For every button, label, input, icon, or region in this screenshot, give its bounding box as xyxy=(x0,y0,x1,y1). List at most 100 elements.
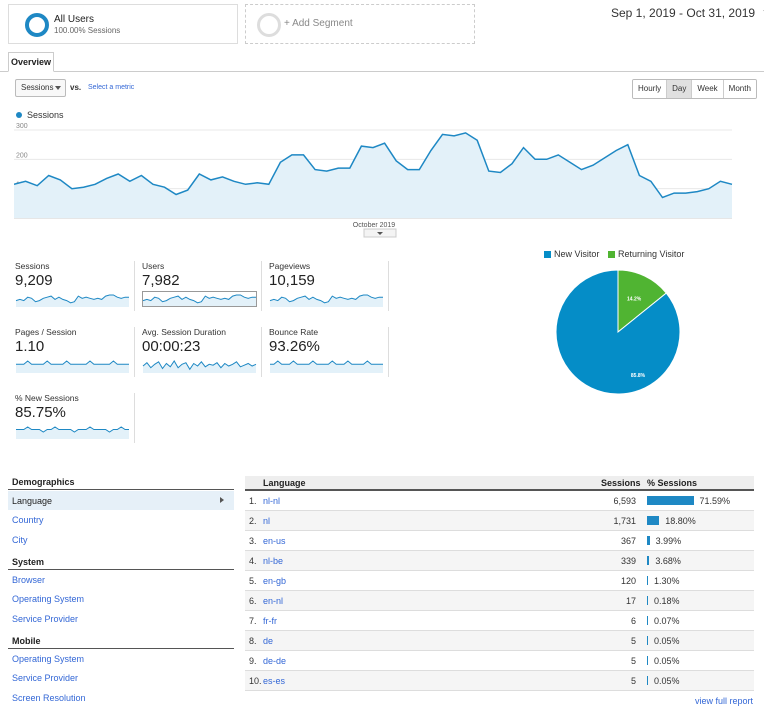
nav-item-service-provider[interactable]: Service Provider xyxy=(12,673,79,683)
pie-legend-new: New Visitor xyxy=(544,249,599,259)
caret-down-icon xyxy=(55,86,61,90)
add-segment-button[interactable]: + Add Segment xyxy=(245,4,475,44)
pct-value: 0.05% xyxy=(654,656,680,666)
column-header-language[interactable]: Language xyxy=(263,478,306,488)
sparkline-line xyxy=(15,294,129,304)
row-number: 6. xyxy=(249,596,257,606)
table-row: 4. nl-be 339 3.68% xyxy=(245,551,754,571)
chevron-right-icon xyxy=(220,497,224,503)
row-number: 1. xyxy=(249,496,257,506)
vs-label: vs. xyxy=(70,83,82,92)
metric--new-sessions[interactable]: % New Sessions 85.75% xyxy=(15,393,133,453)
select-metric-link[interactable]: Select a metric xyxy=(88,84,135,91)
nav-item-screen-resolution[interactable]: Screen Resolution xyxy=(12,693,86,703)
metric-sessions[interactable]: Sessions 9,209 xyxy=(15,261,133,321)
metric-divider xyxy=(134,327,135,377)
metric-bounce-rate[interactable]: Bounce Rate 93.26% xyxy=(269,327,387,387)
pct-bar xyxy=(647,556,650,565)
metric-sparkline xyxy=(16,426,129,439)
pct-bar xyxy=(647,676,648,685)
nav-item-country[interactable]: Country xyxy=(12,515,44,525)
sparkline-fill xyxy=(270,361,383,373)
pct-bar xyxy=(647,596,648,605)
language-link[interactable]: de-de xyxy=(263,656,287,666)
nav-group-divider xyxy=(8,648,234,649)
y-tick-label: 300 xyxy=(16,123,28,130)
language-link[interactable]: de xyxy=(263,636,274,646)
row-number: 4. xyxy=(249,556,257,566)
metric-users[interactable]: Users 7,982 xyxy=(142,261,260,321)
hourly-button[interactable]: Hourly xyxy=(633,80,668,98)
nav-item-operating-system[interactable]: Operating System xyxy=(12,654,85,664)
nav-group-divider xyxy=(8,489,234,490)
pct-bar xyxy=(647,536,650,545)
visitor-pie-chart: 14.2% 85.8% xyxy=(555,269,681,395)
sparkline-fill xyxy=(16,427,129,439)
sparkline-line xyxy=(269,294,383,304)
nav-item-service-provider[interactable]: Service Provider xyxy=(12,614,79,624)
row-number: 10. xyxy=(249,676,262,686)
view-full-report-link[interactable]: view full report xyxy=(695,696,754,706)
week-button[interactable]: Week xyxy=(692,80,724,98)
table-row: 3. en-us 367 3.99% xyxy=(245,531,754,551)
sparkline-fill xyxy=(143,295,256,307)
segment-circle-icon xyxy=(25,13,49,37)
tab-overview[interactable]: Overview xyxy=(8,52,54,72)
metric-value: 9,209 xyxy=(15,272,53,289)
column-header-sessions[interactable]: Sessions xyxy=(601,478,641,488)
language-link[interactable]: en-nl xyxy=(263,596,284,606)
sessions-value: 120 xyxy=(620,576,636,586)
metric-label: Sessions xyxy=(15,261,50,271)
pie-slice-returning-visitor xyxy=(617,269,667,334)
sparkline-line xyxy=(142,360,257,371)
sparkline-line xyxy=(16,360,129,365)
pie-slice-label: 85.8% xyxy=(631,373,646,379)
language-link[interactable]: fr-fr xyxy=(263,616,277,626)
language-link[interactable]: en-gb xyxy=(263,576,287,586)
metric-label: Avg. Session Duration xyxy=(142,327,226,337)
metric-pageviews[interactable]: Pageviews 10,159 xyxy=(269,261,387,321)
sessions-value: 6,593 xyxy=(613,496,636,506)
pct-bar xyxy=(647,616,648,625)
active-nav-highlight xyxy=(8,491,234,510)
language-link[interactable]: nl-be xyxy=(263,556,284,566)
nav-group-demographics: Demographics xyxy=(12,477,75,487)
row-number: 7. xyxy=(249,616,257,626)
metric-avg-session-duration[interactable]: Avg. Session Duration 00:00:23 xyxy=(142,327,260,387)
table-row: 10. es-es 5 0.05% xyxy=(245,671,754,691)
language-link[interactable]: nl xyxy=(263,516,271,526)
language-link[interactable]: en-us xyxy=(263,536,286,546)
x-axis-label-october: October 2019 xyxy=(353,222,396,229)
table-header-row: Language Sessions % Sessions xyxy=(245,476,754,491)
sessions-value: 5 xyxy=(630,636,636,646)
metric-sparkline xyxy=(142,291,257,307)
nav-group-system: System xyxy=(12,557,45,567)
language-link[interactable]: es-es xyxy=(263,676,286,686)
language-link[interactable]: nl-nl xyxy=(263,496,281,506)
metric-value: 10,159 xyxy=(269,272,315,289)
nav-item-operating-system[interactable]: Operating System xyxy=(12,594,85,604)
sessions-area-fill xyxy=(14,132,732,218)
segment-placeholder-icon xyxy=(257,13,281,37)
returning-visitor-swatch xyxy=(608,251,615,258)
segment-title: All Users xyxy=(54,14,95,25)
table-row: 6. en-nl 17 0.18% xyxy=(245,591,754,611)
nav-item-city[interactable]: City xyxy=(12,535,28,545)
metric-divider xyxy=(388,327,389,377)
pie-legend-returning: Returning Visitor xyxy=(608,249,684,259)
metric-select[interactable]: Sessions xyxy=(15,79,66,97)
nav-item-language[interactable]: Language xyxy=(12,496,53,506)
month-button[interactable]: Month xyxy=(723,80,756,98)
pct-value: 0.18% xyxy=(654,596,680,606)
new-visitor-label: New Visitor xyxy=(554,249,600,259)
segment-all-users[interactable]: All Users 100.00% Sessions xyxy=(8,4,238,44)
metric-sparkline xyxy=(269,294,383,307)
day-button[interactable]: Day xyxy=(667,80,693,98)
column-header-pct-sessions[interactable]: % Sessions xyxy=(647,478,698,488)
nav-item-browser[interactable]: Browser xyxy=(12,575,46,585)
metric-pages-session[interactable]: Pages / Session 1.10 xyxy=(15,327,133,387)
date-range-picker[interactable]: Sep 1, 2019 - Oct 31, 2019 xyxy=(611,6,764,20)
metric-value: 93.26% xyxy=(269,338,320,355)
pct-value: 1.30% xyxy=(654,576,680,586)
sparkline-fill xyxy=(143,361,256,373)
